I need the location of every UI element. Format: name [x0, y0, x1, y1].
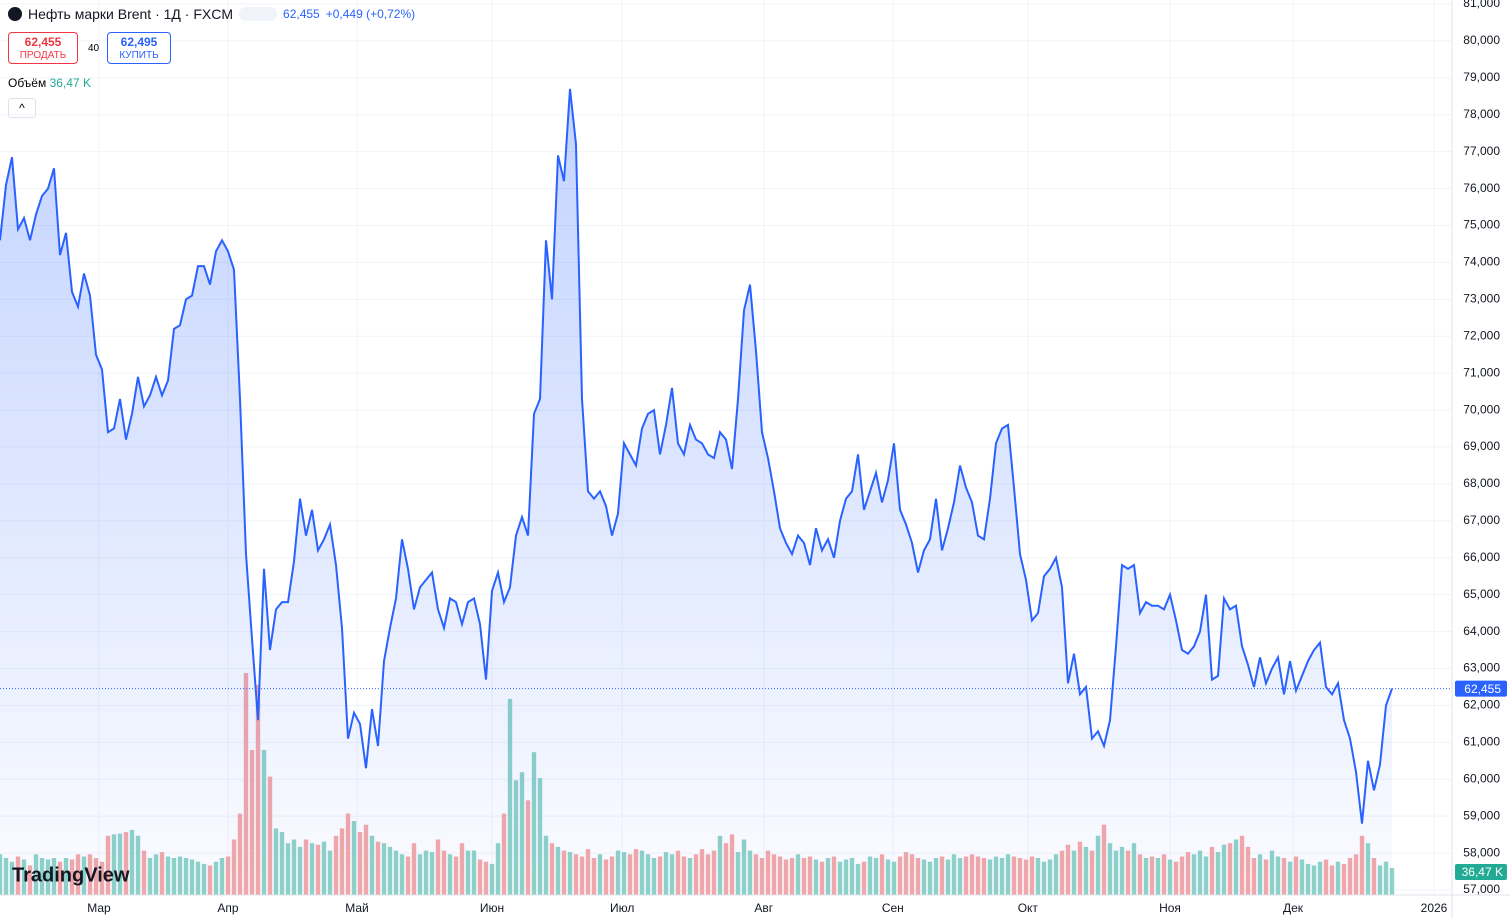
- collapse-button[interactable]: ^: [8, 98, 36, 118]
- x-tick-label: Ноя: [1159, 901, 1181, 915]
- y-tick-label: 72,000: [1463, 328, 1500, 342]
- y-tick-label: 60,000: [1463, 771, 1500, 785]
- area: [0, 88, 1392, 895]
- change: +0,449 (+0,72%): [325, 7, 416, 21]
- y-tick-label: 66,000: [1463, 550, 1500, 564]
- spread: 40: [88, 43, 100, 54]
- x-tick-label: Мар: [87, 901, 111, 915]
- sell-label: ПРОДАТЬ: [19, 50, 67, 61]
- x-tick-label: Апр: [217, 901, 239, 915]
- y-tick-label: 71,000: [1463, 365, 1500, 379]
- y-tick-label: 73,000: [1463, 292, 1500, 306]
- buy-button[interactable]: 62,495 КУПИТЬ: [107, 32, 171, 64]
- volume-tag: [1455, 864, 1507, 881]
- price-tag-label: 62,455: [1464, 682, 1501, 696]
- volume-legend: Объём 36,47 K: [8, 76, 91, 90]
- x-tick-label: Дек: [1283, 901, 1304, 915]
- logo: TradingView: [12, 864, 130, 886]
- volume-label: Объём: [8, 76, 47, 90]
- y-tick-label: 58,000: [1463, 845, 1500, 859]
- y-tick-label: 67,000: [1463, 513, 1500, 527]
- y-tick-label: 59,000: [1463, 808, 1500, 822]
- x-tick-label: Авг: [754, 901, 773, 915]
- x-tick-label: 2026: [1421, 901, 1448, 915]
- price: 62,455: [283, 7, 320, 21]
- y-tick-label: 78,000: [1463, 107, 1500, 121]
- y-tick-label: 80,000: [1463, 33, 1500, 47]
- status: [239, 7, 278, 21]
- buy-label: КУПИТЬ: [119, 50, 159, 61]
- y-tick-label: 74,000: [1463, 255, 1500, 269]
- y-tick-label: 57,000: [1463, 882, 1500, 896]
- icon: [8, 7, 22, 21]
- x-tick-label: Май: [345, 901, 369, 915]
- x-tick-label: Июн: [480, 901, 504, 915]
- x-tick-label: Окт: [1018, 901, 1039, 915]
- y-tick-label: 79,000: [1463, 70, 1500, 84]
- price-line: [0, 88, 1393, 824]
- y-tick-label: 62,000: [1463, 698, 1500, 712]
- y-tick-label: 63,000: [1463, 661, 1500, 675]
- y-tick-label: 76,000: [1463, 181, 1500, 195]
- y-tick-label: 77,000: [1463, 144, 1500, 158]
- sell-button[interactable]: 62,455 ПРОДАТЬ: [8, 32, 78, 64]
- price-tag: [1455, 680, 1507, 697]
- x-tick-label: Июл: [610, 901, 634, 915]
- volume-tag-label: 36,47 K: [1462, 865, 1503, 879]
- volume-value: 36,47 K: [49, 76, 91, 90]
- y-tick-label: 68,000: [1463, 476, 1500, 490]
- y-tick-label: 75,000: [1463, 218, 1500, 232]
- x-tick-label: Сен: [882, 901, 904, 915]
- y-tick-label: 81,000: [1463, 0, 1500, 10]
- y-tick-label: 64,000: [1463, 624, 1500, 638]
- sell-price: 62,455: [24, 35, 62, 49]
- header: Нефть марки Brent · 1Д · FXCM 62,455 +0,…: [8, 6, 415, 22]
- y-tick-label: 61,000: [1463, 735, 1500, 749]
- title: Нефть марки Brent · 1Д · FXCM: [28, 6, 234, 22]
- buy-price: 62,495: [120, 35, 158, 49]
- y-tick-label: 70,000: [1463, 402, 1500, 416]
- y-tick-label: 65,000: [1463, 587, 1500, 601]
- y-tick-label: 69,000: [1463, 439, 1500, 453]
